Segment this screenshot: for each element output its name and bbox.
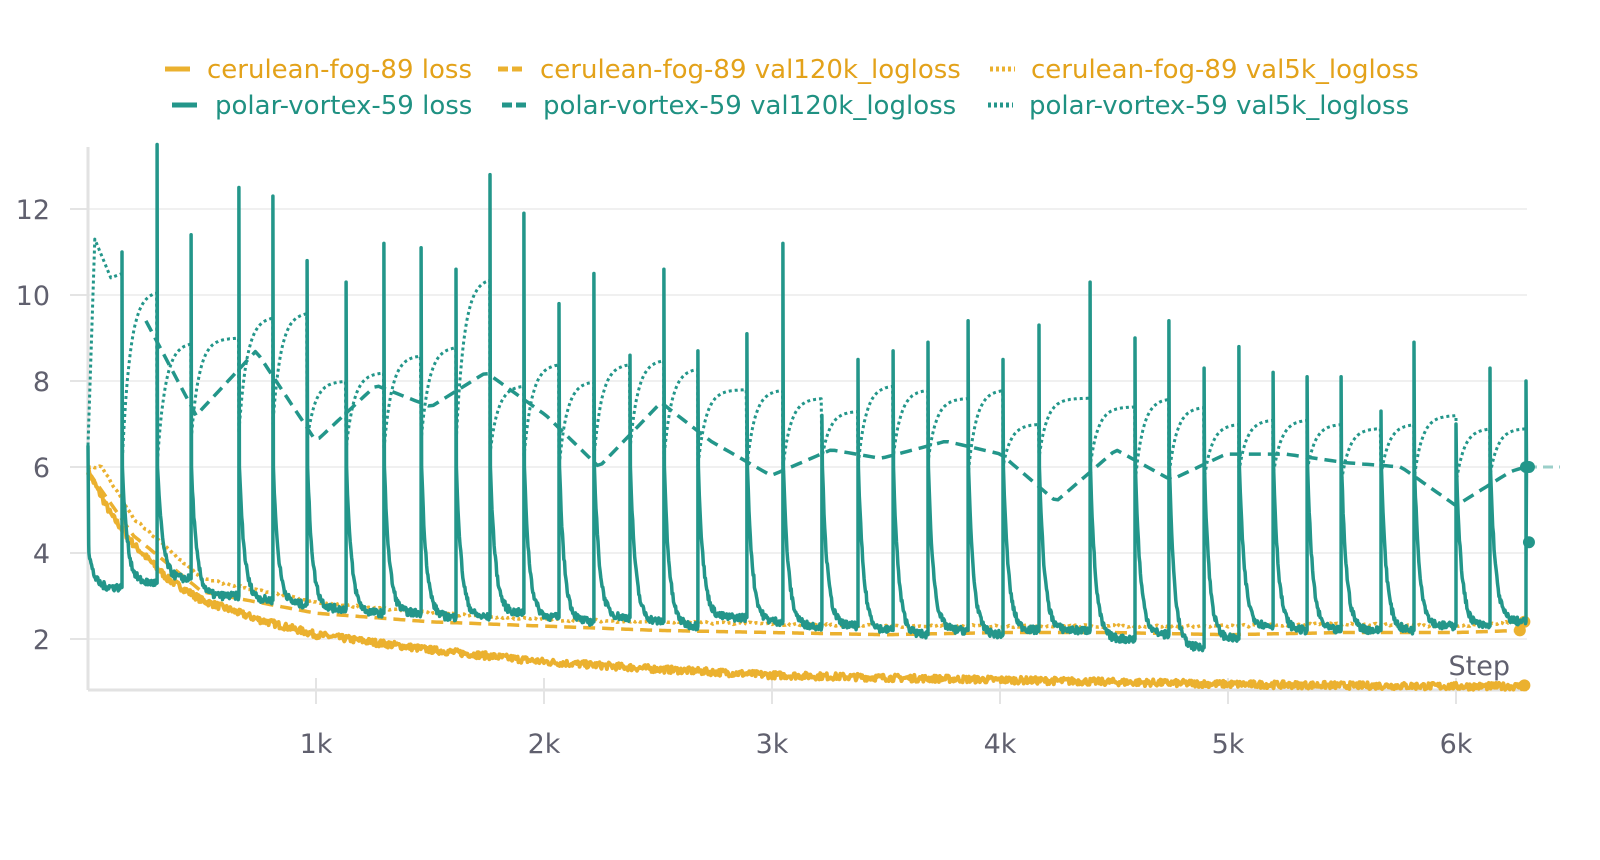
gridlines [88,208,1527,640]
legend-item-cerulean-val5k[interactable]: cerulean-fog-89 val5k_logloss [990,55,1419,85]
series-end-marker [1522,461,1535,473]
legend-label: polar-vortex-59 loss [215,91,472,121]
series-end-marker [1522,536,1535,549]
x-tick-label: 3k [756,729,789,760]
legend-item-cerulean-loss[interactable]: cerulean-fog-89 loss [165,55,472,85]
x-tick-label: 2k [528,729,561,760]
legend-item-polar-val120k[interactable]: polar-vortex-59 val120k_logloss [502,91,956,121]
series-polar-vortex-59-val5k-logloss [86,237,1527,486]
y-tick-label: 2 [33,625,50,656]
x-tick-label: 6k [1440,729,1473,760]
series-polar-vortex-59-loss [86,142,1529,653]
x-tick-label: 1k [300,729,333,760]
series-cerulean-fog-89-val120k-logloss [86,470,1520,637]
legend-item-polar-val5k[interactable]: polar-vortex-59 val5k_logloss [988,91,1409,121]
y-tick-label: 6 [33,453,50,484]
legend-label: cerulean-fog-89 val5k_logloss [1031,55,1419,85]
x-tick-label: 4k [984,729,1017,760]
legend-label: polar-vortex-59 val120k_logloss [543,91,956,121]
y-tick-label: 10 [16,281,50,312]
legend: cerulean-fog-89 loss cerulean-fog-89 val… [165,55,1419,121]
x-tick-label: 5k [1212,729,1245,760]
legend-label: cerulean-fog-89 val120k_logloss [540,55,961,85]
plot-area[interactable] [86,142,1560,692]
series-cerulean-fog-89-val5k-logloss [87,464,1527,630]
axes: 2 4 6 8 10 12 1k 2k 3k 4k 5k 6k [16,147,1527,760]
y-tick-label: 4 [33,539,50,570]
series-polar-vortex-59-val120k-logloss [144,319,1527,507]
x-axis-label: Step [1449,651,1510,682]
y-tick-label: 12 [16,195,50,226]
legend-item-cerulean-val120k[interactable]: cerulean-fog-89 val120k_logloss [498,55,961,85]
legend-item-polar-loss[interactable]: polar-vortex-59 loss [172,91,472,121]
series-cerulean-fog-89-loss [86,468,1526,692]
legend-label: cerulean-fog-89 loss [207,55,472,85]
series-end-marker [1518,679,1531,692]
legend-label: polar-vortex-59 val5k_logloss [1029,91,1409,121]
y-tick-label: 8 [33,367,50,398]
